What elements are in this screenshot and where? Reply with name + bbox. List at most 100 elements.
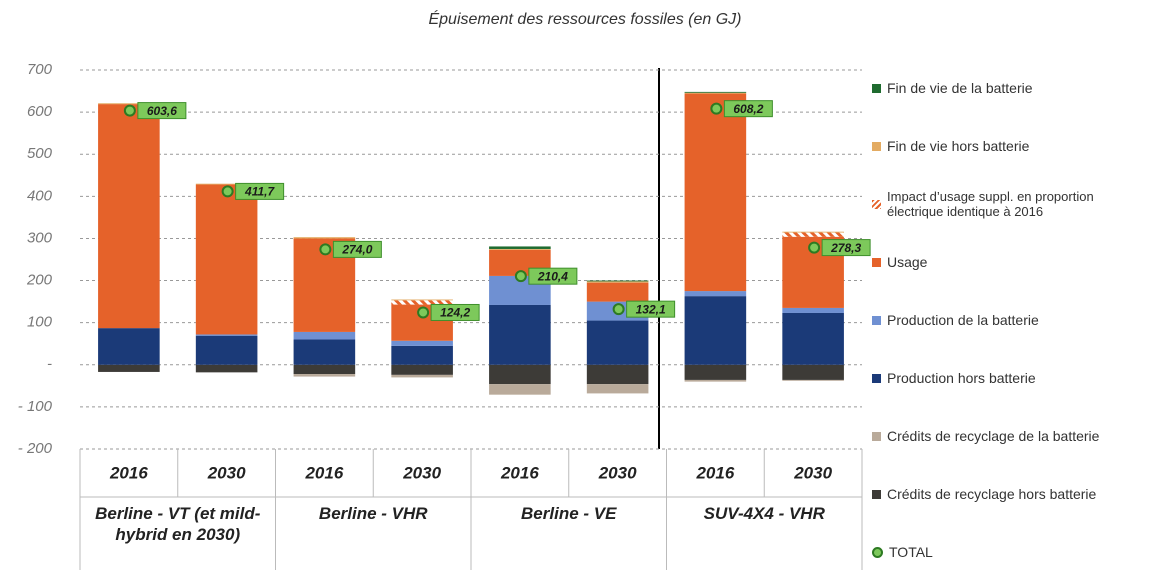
bar-segment bbox=[586, 281, 649, 283]
y-tick-label: - 100 bbox=[18, 398, 53, 415]
legend-item: Fin de vie de la batterie bbox=[872, 80, 1147, 96]
group-label: SUV-4X4 - VHR bbox=[703, 504, 825, 523]
legend-swatch bbox=[872, 315, 881, 325]
legend-label: Usage bbox=[887, 254, 928, 270]
total-marker bbox=[221, 185, 234, 198]
bar-segment bbox=[293, 237, 356, 239]
x-tick-label: 2030 bbox=[402, 463, 441, 482]
bar-segment bbox=[98, 103, 160, 105]
legend-label: Crédits de recyclage hors batterie bbox=[887, 486, 1097, 502]
bar-segment bbox=[489, 384, 551, 395]
legend-label: TOTAL bbox=[889, 544, 933, 560]
total-label-box bbox=[626, 300, 676, 318]
legend-label: Fin de vie de la batterie bbox=[887, 80, 1033, 96]
bar-segment bbox=[684, 93, 747, 292]
bar-segment bbox=[782, 307, 844, 313]
bar-segment bbox=[293, 339, 356, 365]
bar-segment bbox=[98, 104, 160, 329]
group-label: Berline - VE bbox=[521, 504, 617, 523]
bar-segment bbox=[391, 300, 453, 305]
bar-segment bbox=[391, 299, 453, 301]
bar-segment bbox=[195, 183, 258, 185]
total-label: 124,2 bbox=[440, 306, 470, 320]
total-label-box bbox=[137, 102, 187, 120]
bar-segment bbox=[489, 304, 551, 365]
x-tick-label: 2030 bbox=[598, 463, 637, 482]
x-tick-label: 2016 bbox=[304, 463, 343, 482]
bar-segment bbox=[684, 92, 747, 94]
total-marker bbox=[123, 104, 136, 117]
x-tick-label: 2030 bbox=[793, 463, 832, 482]
bar-segment bbox=[489, 364, 551, 385]
legend-label: Crédits de recyclage de la batterie bbox=[887, 428, 1100, 444]
bar-segment bbox=[489, 246, 551, 249]
legend-swatch bbox=[872, 489, 881, 499]
bar-segment bbox=[195, 334, 258, 336]
bar-segment bbox=[98, 364, 160, 372]
y-tick-label: - bbox=[47, 356, 52, 373]
total-label: 274,0 bbox=[341, 243, 372, 257]
bar-segment bbox=[293, 331, 356, 340]
bar-segment bbox=[195, 184, 258, 335]
group-label: Berline - VHR bbox=[318, 504, 428, 523]
bar-segment bbox=[293, 374, 356, 377]
bar-segment bbox=[586, 280, 649, 282]
total-marker bbox=[514, 270, 527, 283]
total-label: 210,4 bbox=[537, 269, 568, 283]
chart-title: Épuisement des ressources fossiles (en G… bbox=[428, 9, 741, 28]
legend-item: Crédits de recyclage hors batterie bbox=[872, 486, 1147, 502]
total-marker bbox=[710, 102, 723, 115]
legend-item: TOTAL bbox=[872, 544, 1147, 560]
bar-segment bbox=[782, 364, 844, 380]
total-label-box bbox=[821, 239, 871, 257]
bar-segment bbox=[782, 231, 844, 233]
legend-item: Fin de vie hors batterie bbox=[872, 138, 1147, 154]
bar-segment bbox=[684, 379, 747, 382]
y-tick-label: 600 bbox=[27, 103, 53, 120]
legend-label: Fin de vie hors batterie bbox=[887, 138, 1030, 154]
bar-segment bbox=[195, 335, 258, 365]
y-tick-label: 400 bbox=[27, 187, 53, 204]
total-label-box bbox=[723, 100, 773, 118]
legend-label: Production de la batterie bbox=[887, 312, 1039, 328]
total-label: 608,2 bbox=[733, 102, 763, 116]
y-tick-label: - 200 bbox=[18, 440, 53, 457]
bar-segment bbox=[391, 345, 453, 365]
y-tick-label: 700 bbox=[27, 61, 53, 78]
total-label: 603,6 bbox=[147, 104, 177, 118]
bar-segment bbox=[98, 328, 160, 365]
total-marker bbox=[808, 241, 821, 254]
legend-swatch bbox=[872, 199, 881, 209]
bar-segment bbox=[195, 364, 258, 373]
legend-swatch bbox=[872, 141, 881, 151]
bar-segment bbox=[391, 374, 453, 378]
legend-swatch bbox=[872, 431, 881, 441]
bar-segment bbox=[684, 91, 747, 93]
legend-item: Production hors batterie bbox=[872, 370, 1147, 386]
y-tick-label: 100 bbox=[27, 314, 53, 331]
bar-segment bbox=[684, 291, 747, 297]
bar-segment bbox=[489, 248, 551, 250]
bar-segment bbox=[586, 384, 649, 394]
total-label: 411,7 bbox=[244, 185, 275, 199]
legend-swatch bbox=[872, 546, 883, 558]
total-marker bbox=[612, 303, 625, 316]
total-marker bbox=[319, 243, 332, 256]
total-label-box bbox=[332, 240, 382, 258]
bar-segment bbox=[782, 379, 844, 381]
x-tick-label: 2030 bbox=[207, 463, 246, 482]
legend-swatch bbox=[872, 257, 881, 267]
legend-item: Crédits de recyclage de la batterie bbox=[872, 428, 1147, 444]
bar-segment bbox=[391, 364, 453, 375]
total-marker bbox=[417, 306, 430, 319]
total-label: 132,1 bbox=[636, 302, 666, 316]
legend-item: Impact d’usage suppl. en proportion élec… bbox=[872, 189, 1147, 219]
total-label: 278,3 bbox=[830, 241, 861, 255]
legend-swatch bbox=[872, 373, 881, 383]
bar-segment bbox=[586, 364, 649, 385]
bar-segment bbox=[684, 296, 747, 365]
bar-segment bbox=[782, 232, 844, 237]
total-label-box bbox=[528, 267, 578, 285]
legend-item: Production de la batterie bbox=[872, 312, 1147, 328]
